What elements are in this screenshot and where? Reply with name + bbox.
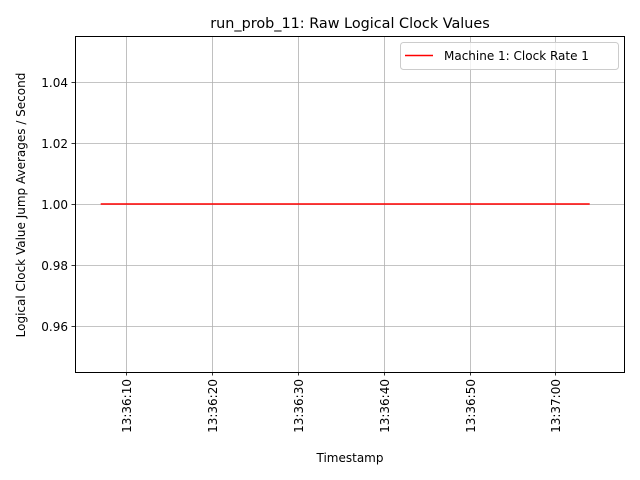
x-axis: 13:36:10 13:36:20 13:36:30 13:36:40 13:36:50… — [120, 372, 563, 433]
plot-frame — [75, 36, 625, 373]
x-axis-label: Timestamp — [316, 451, 384, 465]
chart-title: run_prob_11: Raw Logical Clock Values — [210, 16, 490, 32]
y-tick-label: 1.00 — [41, 198, 68, 212]
y-axis-label: Logical Clock Value Jump Averages / Seco… — [14, 73, 28, 338]
y-tick-label: 1.02 — [41, 137, 68, 151]
legend-label: Machine 1: Clock Rate 1 — [444, 49, 589, 63]
y-tick-label: 0.98 — [41, 259, 68, 273]
y-tick-label: 1.04 — [41, 76, 68, 90]
legend: Machine 1: Clock Rate 1 — [400, 42, 619, 70]
y-tick-label: 0.96 — [41, 320, 68, 334]
x-tick-label: 13:36:20 — [206, 379, 220, 433]
legend-box — [400, 42, 619, 70]
x-tick-label: 13:36:40 — [378, 379, 392, 433]
x-tick-label: 13:36:50 — [464, 379, 478, 433]
x-tick-label: 13:37:00 — [549, 379, 563, 433]
x-tick-label: 13:36:10 — [120, 379, 134, 433]
x-tick-label: 13:36:30 — [292, 379, 306, 433]
y-axis: 0.96 0.98 1.00 1.02 1.04 — [41, 76, 75, 334]
